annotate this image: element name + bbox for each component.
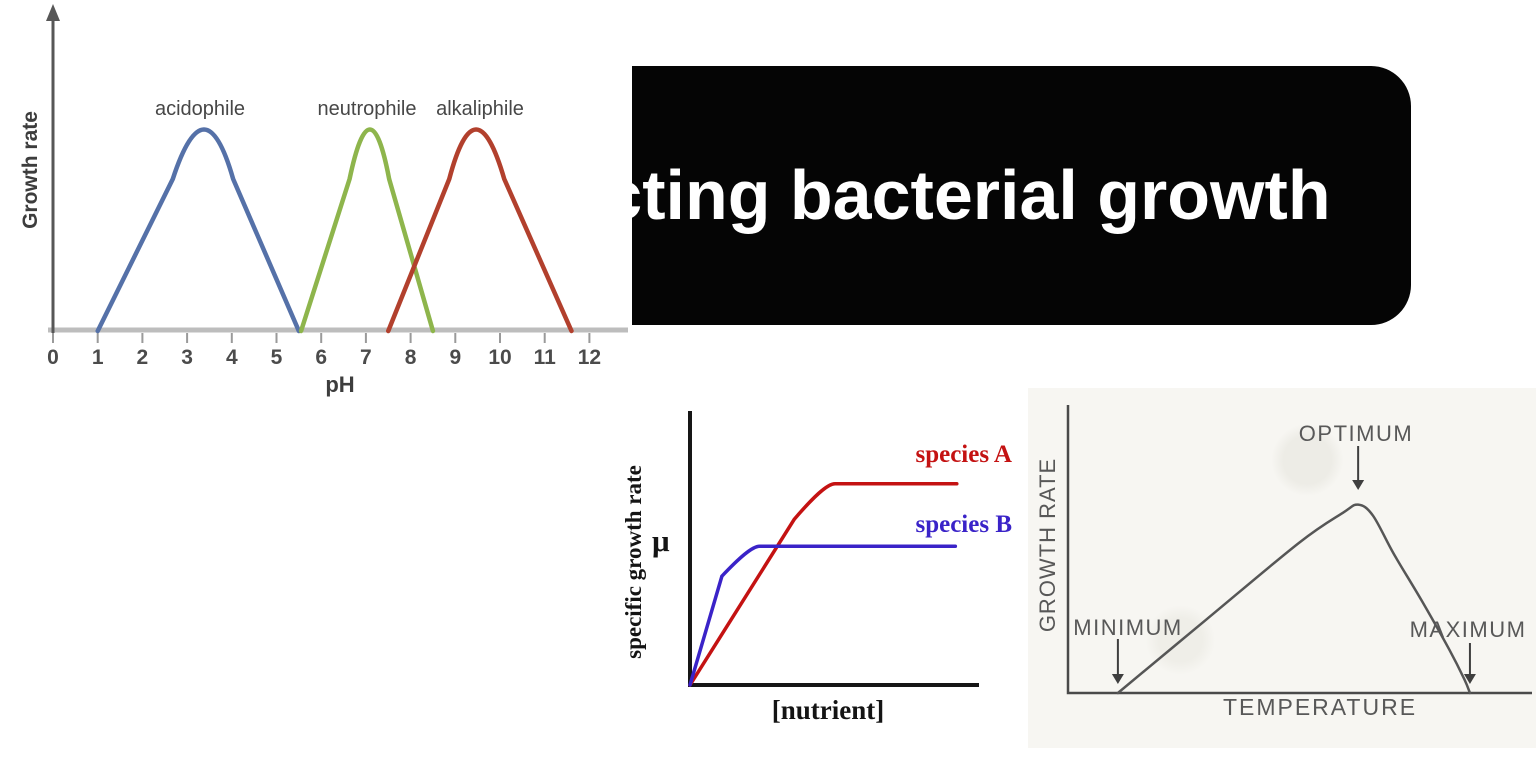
arrowhead-maximum bbox=[1463, 674, 1476, 684]
temperature-y-axis-label: GROWTH RATE bbox=[1035, 457, 1060, 633]
annotation-minimum: MINIMUM bbox=[1073, 615, 1183, 640]
curve-species B bbox=[688, 544, 958, 687]
x-tick-label: 0 bbox=[47, 346, 59, 369]
nutrient-y-axis-label: specific growth rate bbox=[621, 465, 646, 659]
arrowhead-minimum bbox=[1111, 674, 1124, 684]
temperature-chart: MINIMUM OPTIMUM MAXIMUM GROWTH RATE TEMP… bbox=[1028, 388, 1536, 748]
curve-alkaliphile bbox=[386, 127, 574, 334]
nutrient-x-axis-label: [nutrient] bbox=[771, 695, 885, 725]
x-tick-label: 1 bbox=[92, 346, 104, 369]
x-tick-label: 2 bbox=[137, 346, 149, 369]
x-tick-label: 10 bbox=[488, 346, 511, 369]
curve-growth bbox=[1116, 503, 1472, 695]
nutrient-chart: specific growth rate μ [nutrient] specie… bbox=[618, 395, 1018, 740]
ph-chart-canvas: 0 1 2 3 4 5 6 7 8 9 10 11 12 bbox=[46, 4, 628, 369]
x-tick-label: 7 bbox=[360, 346, 372, 369]
curve-neutrophile bbox=[298, 127, 436, 334]
series-label-species-a: species A bbox=[915, 441, 1012, 468]
x-tick-label: 3 bbox=[181, 346, 193, 369]
curve-acidophile bbox=[95, 127, 302, 334]
arrowhead-optimum bbox=[1352, 480, 1365, 490]
x-tick-label: 5 bbox=[271, 346, 283, 369]
x-tick-label: 8 bbox=[405, 346, 417, 369]
x-tick-label: 4 bbox=[226, 346, 238, 369]
series-label-acidophile: acidophile bbox=[154, 98, 246, 120]
series-label-species-b: species B bbox=[915, 511, 1012, 538]
annotation-optimum: OPTIMUM bbox=[1298, 421, 1414, 446]
curve-species A bbox=[688, 481, 959, 687]
x-tick-label: 12 bbox=[578, 346, 601, 369]
axes-lines bbox=[1066, 405, 1532, 695]
x-tick-label: 9 bbox=[449, 346, 461, 369]
series-label-alkaliphile: alkaliphile bbox=[436, 98, 524, 120]
ph-x-axis-label: pH bbox=[325, 372, 355, 397]
x-tick-label: 6 bbox=[315, 346, 327, 369]
ph-chart: 0 1 2 3 4 5 6 7 8 9 10 11 12 acidophile neutrophile … bbox=[0, 0, 632, 418]
temperature-x-axis-label: TEMPERATURE bbox=[1222, 694, 1418, 720]
temperature-chart-canvas bbox=[1066, 405, 1532, 695]
series-label-neutrophile: neutrophile bbox=[317, 98, 417, 120]
x-tick-label: 11 bbox=[534, 346, 557, 369]
nutrient-chart-canvas bbox=[688, 411, 979, 687]
ph-y-axis-label: Growth rate bbox=[19, 111, 42, 229]
y-axis-arrowhead bbox=[46, 4, 60, 21]
mu-symbol-label: μ bbox=[652, 523, 670, 558]
annotation-maximum: MAXIMUM bbox=[1409, 617, 1527, 642]
